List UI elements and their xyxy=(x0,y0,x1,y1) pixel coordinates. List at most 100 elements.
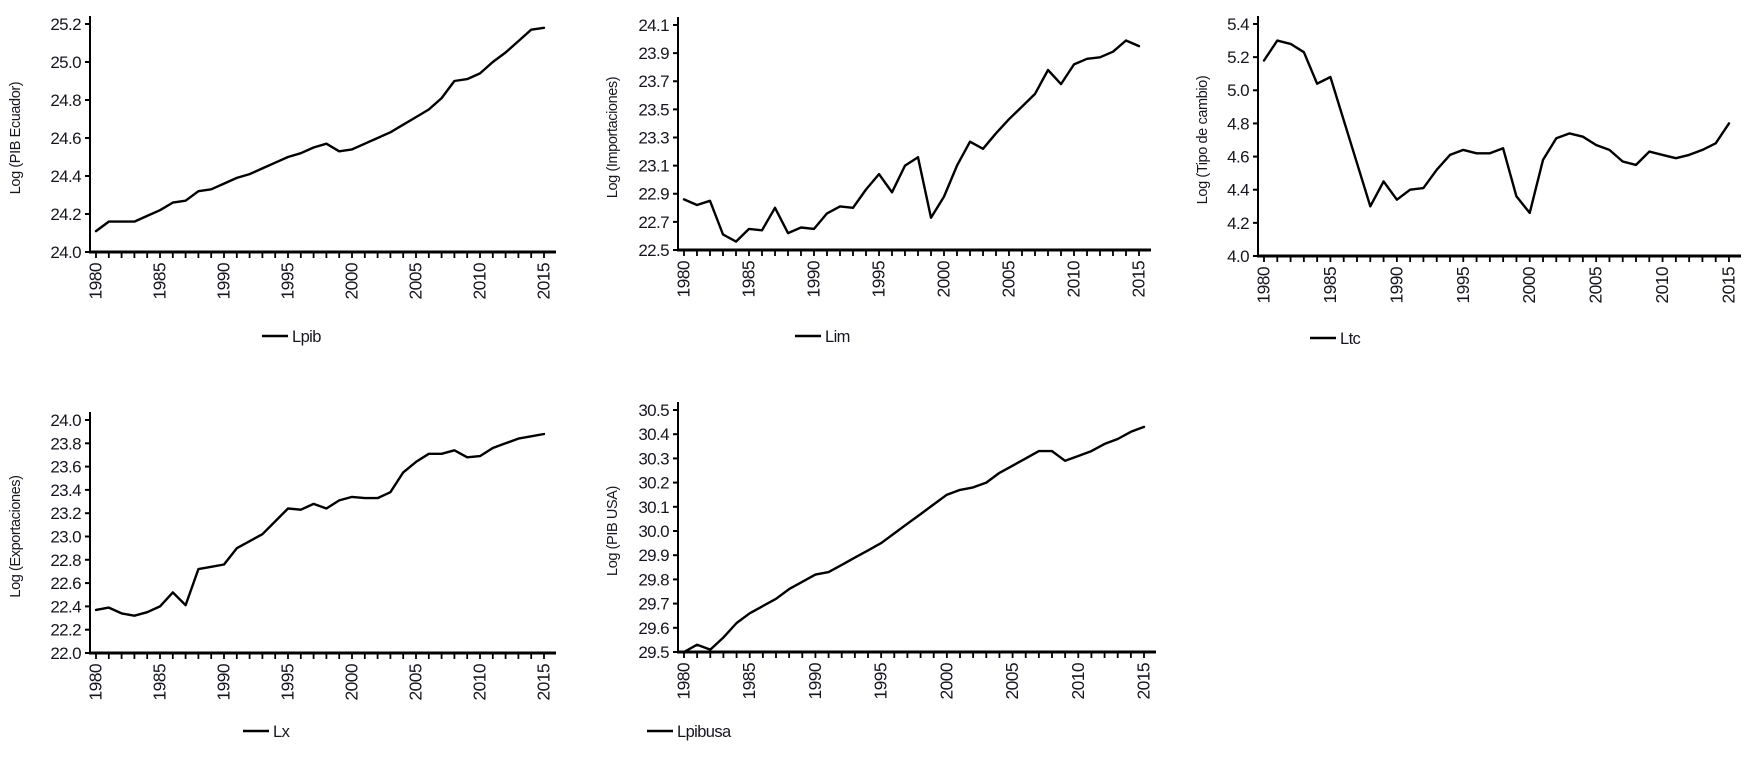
legend-label: Lpib xyxy=(292,328,321,346)
y-tick-label: 29.6 xyxy=(638,619,669,638)
x-tick-label: 1985 xyxy=(150,263,170,300)
y-tick-label: 23.8 xyxy=(50,434,81,453)
y-tick-label: 29.5 xyxy=(638,643,669,662)
y-tick-label: 24.4 xyxy=(50,167,81,186)
legend-label: Lpibusa xyxy=(677,723,732,741)
x-tick-label: 2005 xyxy=(406,664,426,701)
y-tick-label: 22.8 xyxy=(50,551,81,570)
data-line-lpibusa xyxy=(682,425,1146,654)
chart-lpibusa: 29.5 29.6 29.7 29.8 29.9 30.0 30.1 30.2 30.3 30.4… xyxy=(605,401,1156,741)
y-tick-label: 23.4 xyxy=(50,481,81,500)
y-tick-label: 29.7 xyxy=(638,595,669,614)
y-axis-title: Log (Exportaciones) xyxy=(8,475,24,597)
x-tick-label: 2005 xyxy=(406,263,426,300)
legend-label: Lim xyxy=(825,328,850,346)
y-tick-label: 30.1 xyxy=(638,498,669,517)
x-tick-label: 2000 xyxy=(342,663,362,700)
y-tick-label: 5.2 xyxy=(1227,48,1249,67)
x-tick-label: 1980 xyxy=(86,663,106,700)
data-line-lim xyxy=(682,39,1141,243)
y-tick-label: 5.4 xyxy=(1227,15,1249,34)
y-tick-label: 24.6 xyxy=(50,129,81,148)
data-line-lpib xyxy=(94,26,546,233)
x-tick-label: 2010 xyxy=(1064,260,1084,297)
y-tick-label: 23.0 xyxy=(50,527,81,546)
y-tick-label: 25.0 xyxy=(50,53,81,72)
y-axis-title: Log (PIB USA) xyxy=(605,486,621,576)
y-tick-label: 23.5 xyxy=(638,100,669,119)
x-tick-label: 1980 xyxy=(674,260,694,297)
y-tick-label: 23.3 xyxy=(638,128,669,147)
x-tick-label: 2000 xyxy=(342,262,362,299)
x-tick-label: 1985 xyxy=(739,261,759,298)
x-tick-label: 2015 xyxy=(1129,261,1149,298)
x-tick-label: 2005 xyxy=(999,261,1019,298)
x-tick-label: 1990 xyxy=(805,662,825,699)
chart-lx: 22.0 22.2 22.4 22.6 22.8 23.0 23.2 23.4 23.6 23.8… xyxy=(8,411,556,741)
y-tick-label: 22.9 xyxy=(638,185,669,204)
y-tick-label: 30.3 xyxy=(638,449,669,468)
y-tick-label: 4.6 xyxy=(1227,148,1249,167)
x-tick-label: 2015 xyxy=(534,263,554,300)
y-tick-label: 24.8 xyxy=(50,91,81,110)
y-axis-title: Log (PIB Ecuador) xyxy=(8,82,24,195)
data-line-lx xyxy=(94,432,546,617)
x-tick-label: 1980 xyxy=(674,662,694,699)
chart-ltc: 4.0 4.2 4.4 4.6 4.8 5.0 5.2 5.4 1980 1985 1990 1995… xyxy=(1195,15,1741,348)
x-tick-label: 1990 xyxy=(1386,266,1406,303)
x-tick-label: 2010 xyxy=(1068,662,1088,699)
y-tick-label: 25.2 xyxy=(50,15,81,34)
y-tick-label: 24.0 xyxy=(50,411,81,430)
y-tick-label: 30.4 xyxy=(638,425,669,444)
x-tick-label: 2010 xyxy=(1652,266,1672,303)
y-tick-label: 23.1 xyxy=(638,157,669,176)
x-tick-label: 2005 xyxy=(1586,267,1606,304)
y-tick-label: 4.4 xyxy=(1227,181,1249,200)
x-tick-label: 2000 xyxy=(1519,266,1539,303)
y-tick-label: 23.2 xyxy=(50,504,81,523)
y-tick-label: 30.0 xyxy=(638,522,669,541)
y-tick-label: 22.0 xyxy=(50,644,81,663)
y-tick-label: 23.6 xyxy=(50,458,81,477)
legend-label: Lx xyxy=(273,723,291,741)
y-tick-label: 30.2 xyxy=(638,474,669,493)
y-tick-label: 29.9 xyxy=(638,546,669,565)
y-tick-label: 22.6 xyxy=(50,574,81,593)
y-tick-label: 5.0 xyxy=(1227,81,1249,100)
y-tick-label: 22.2 xyxy=(50,621,81,640)
x-tick-label: 1990 xyxy=(214,262,234,299)
x-tick-label: 2015 xyxy=(1719,267,1739,304)
x-tick-label: 1995 xyxy=(869,261,889,298)
x-tick-label: 2010 xyxy=(470,262,490,299)
y-tick-label: 29.8 xyxy=(638,570,669,589)
x-tick-label: 1985 xyxy=(150,664,170,701)
data-line-ltc xyxy=(1262,39,1731,215)
y-tick-label: 24.0 xyxy=(50,243,81,262)
x-tick-label: 1990 xyxy=(214,663,234,700)
x-tick-label: 2000 xyxy=(934,260,954,297)
y-tick-label: 30.5 xyxy=(638,401,669,420)
x-tick-label: 1995 xyxy=(1453,267,1473,304)
y-tick-label: 4.8 xyxy=(1227,114,1249,133)
x-tick-label: 1995 xyxy=(278,263,298,300)
y-axis-title: Log (Tipo de cambio) xyxy=(1195,76,1211,204)
y-tick-label: 23.7 xyxy=(638,72,669,91)
x-tick-label: 2010 xyxy=(470,663,490,700)
x-tick-label: 1980 xyxy=(86,262,106,299)
y-tick-label: 22.4 xyxy=(50,597,81,616)
x-tick-label: 2000 xyxy=(936,662,956,699)
x-tick-label: 1995 xyxy=(278,664,298,701)
y-tick-label: 24.2 xyxy=(50,205,81,224)
y-tick-label: 24.1 xyxy=(638,16,669,35)
y-tick-label: 23.9 xyxy=(638,44,669,63)
chart-lpib: 24.0 24.2 24.4 24.6 24.8 25.0 25.2 1980 1985 1990… xyxy=(8,15,556,346)
y-axis-title: Log (Importaciones) xyxy=(605,77,621,198)
x-tick-label: 1980 xyxy=(1254,266,1274,303)
x-tick-label: 1985 xyxy=(739,663,759,700)
x-tick-label: 2005 xyxy=(1002,663,1022,700)
chart-lim: 22.5 22.7 22.9 23.1 23.3 23.5 23.7 23.9 24.1 1980… xyxy=(605,16,1151,346)
y-tick-label: 4.0 xyxy=(1227,247,1249,266)
x-tick-label: 2015 xyxy=(534,664,554,701)
x-tick-label: 1995 xyxy=(871,663,891,700)
